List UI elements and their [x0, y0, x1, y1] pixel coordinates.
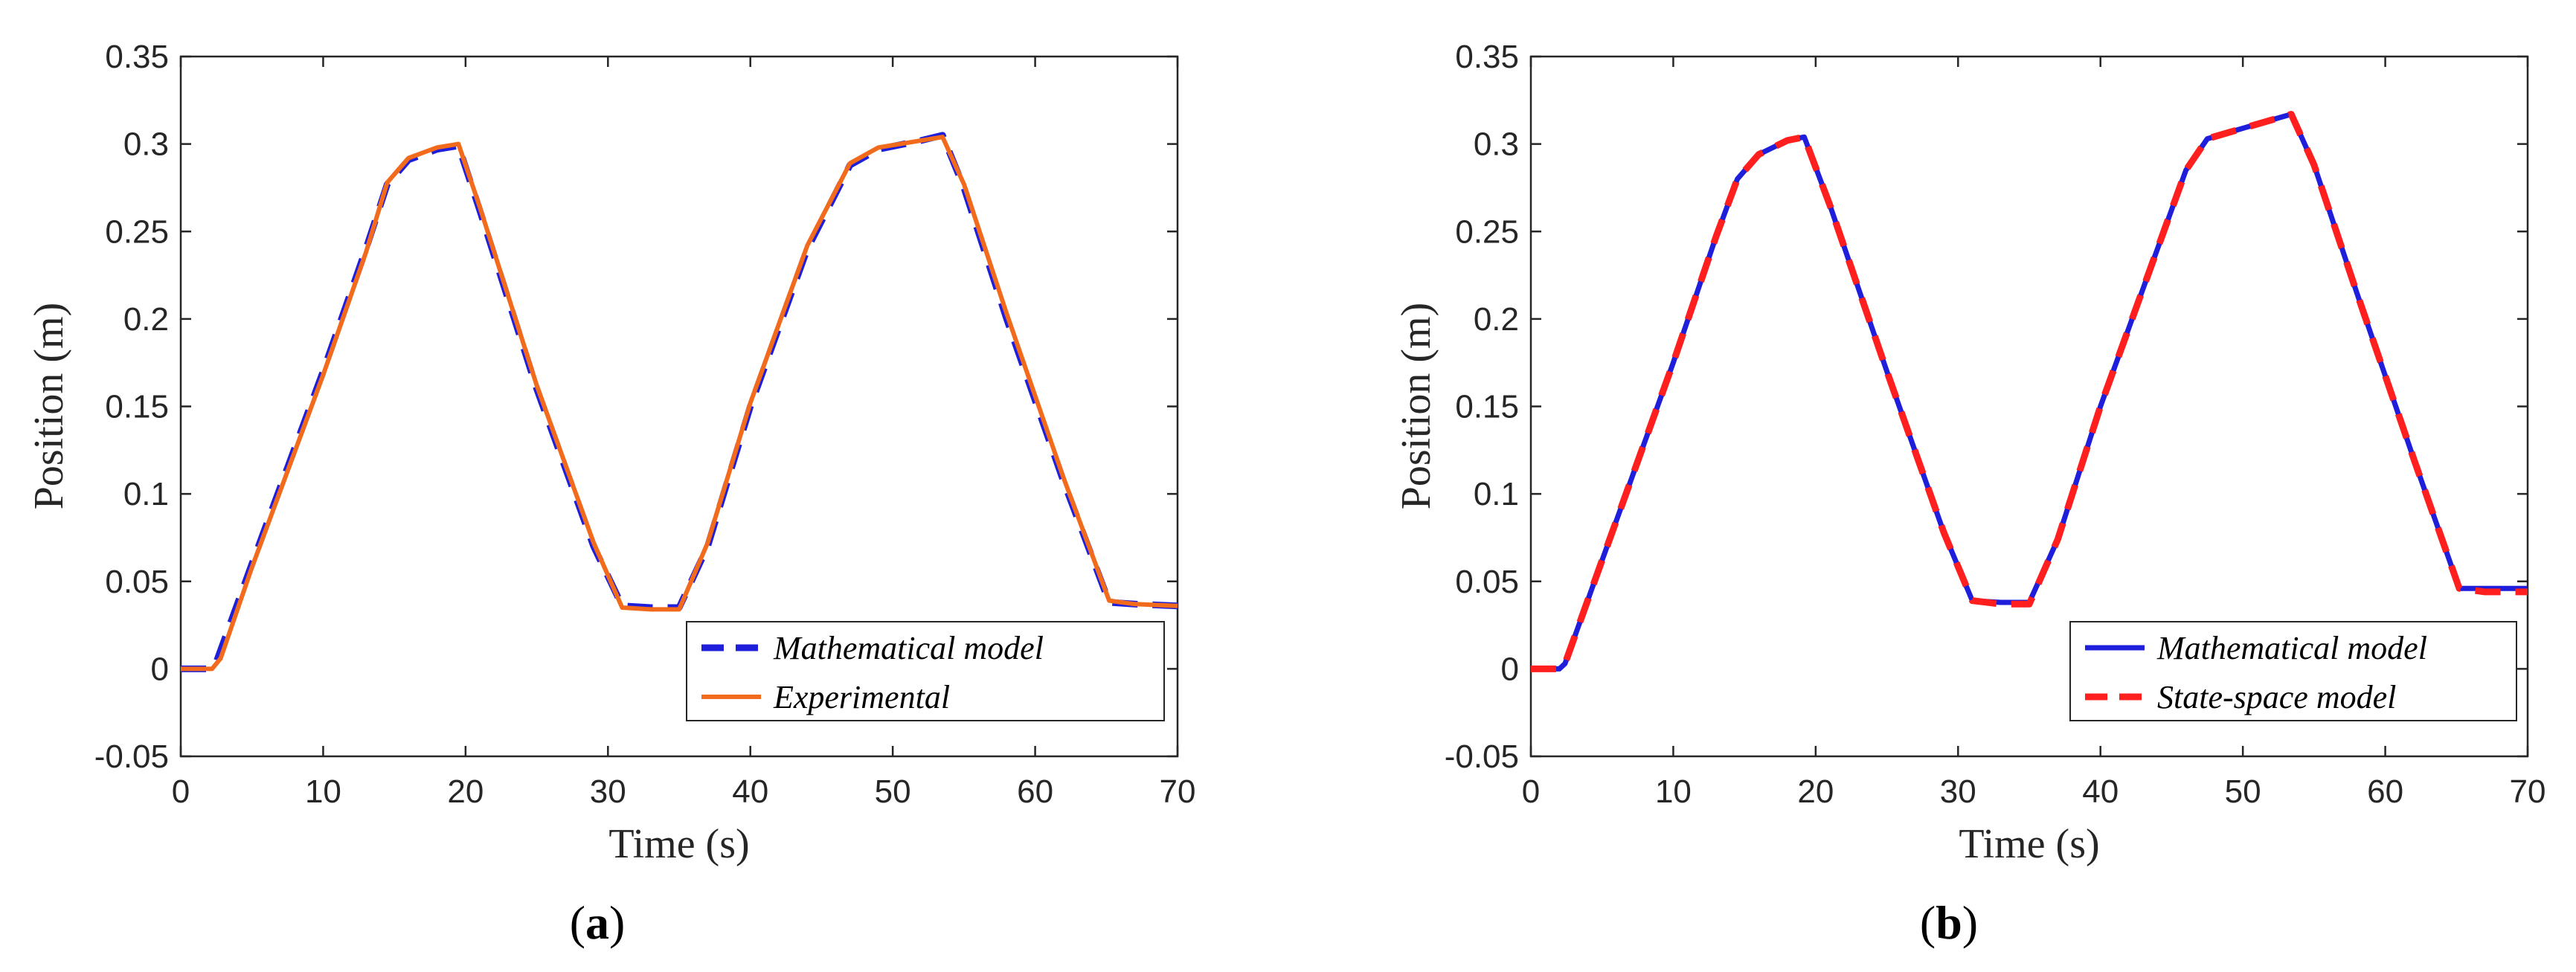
x-tick-label-a-5: 50 [875, 773, 911, 810]
x-tick-label-b-7: 70 [2510, 773, 2546, 810]
series-lines-a [181, 132, 1178, 672]
legend-box-b [2069, 621, 2517, 721]
x-tick-label-b-3: 30 [1940, 773, 1976, 810]
panel-label-a-close: ) [609, 896, 625, 949]
y-tick-label-b-2: 0.05 [1455, 564, 1519, 600]
panel-label-a: (a) [570, 896, 626, 949]
panel-label-b-close: ) [1962, 896, 1978, 949]
y-tick-label-b-3: 0.1 [1474, 476, 1519, 512]
x-tick-label-b-6: 60 [2367, 773, 2403, 810]
y-tick-label-b-7: 0.3 [1474, 126, 1519, 163]
legend-label-experimental-a: Experimental [773, 679, 950, 715]
y-tick-label-a-1: 0 [151, 651, 169, 687]
y-tick-labels-b: -0.05 0 0.05 0.1 0.15 0.2 0.25 0.3 0.35 [1445, 39, 1519, 775]
x-tick-labels-a: 0 10 20 30 40 50 60 70 [172, 773, 1196, 810]
x-tick-label-b-1: 10 [1655, 773, 1692, 810]
y-tick-label-b-5: 0.2 [1474, 301, 1519, 338]
panel-label-a-open: ( [570, 896, 585, 949]
y-tick-label-b-6: 0.25 [1455, 213, 1519, 250]
y-tick-label-a-4: 0.15 [105, 389, 169, 425]
y-tick-label-b-4: 0.15 [1455, 389, 1519, 425]
legend-a: Mathematical model Experimental [686, 621, 1165, 721]
y-tick-labels-a: -0.05 0 0.05 0.1 0.15 0.2 0.25 0.3 0.35 [94, 39, 169, 775]
chart-panel-a: 0 10 20 30 40 50 60 70 -0.0500.050.10.150.20.25… [26, 39, 1195, 949]
y-tick-label-a-8: 0.35 [105, 39, 169, 75]
legend-box-a [686, 621, 1165, 721]
legend-b: Mathematical model State-space model [2069, 621, 2517, 721]
y-axis-label-a: Position (m) [26, 303, 72, 509]
x-tick-label-a-7: 70 [1160, 773, 1196, 810]
series-line-a-experimental [181, 135, 1178, 672]
panel-label-b-open: ( [1920, 896, 1936, 949]
y-tick-label-a-5: 0.2 [123, 301, 169, 338]
y-tick-label-b-8: 0.35 [1455, 39, 1519, 75]
panel-label-b-letter: b [1936, 896, 1962, 949]
series-line-b-state-space-model [1531, 111, 2528, 672]
chart-panel-b: 0 10 20 30 40 50 60 70 -0.0500.050.10.150.20.25… [1393, 39, 2546, 949]
y-tick-label-a-3: 0.1 [123, 476, 169, 512]
x-tick-label-a-1: 10 [305, 773, 341, 810]
x-tick-label-b-0: 0 [1522, 773, 1540, 810]
x-axis-label-b: Time (s) [1959, 821, 2099, 867]
y-tick-label-a-6: 0.25 [105, 213, 169, 250]
x-tick-label-a-2: 20 [447, 773, 484, 810]
y-tick-label-b-0: -0.05 [1445, 738, 1519, 775]
panel-label-a-letter: a [585, 896, 609, 949]
y-tick-label-a-0: -0.05 [94, 738, 169, 775]
x-tick-label-a-0: 0 [172, 773, 190, 810]
y-tick-label-b-1: 0 [1501, 651, 1519, 687]
legend-label-state-space-model-b: State-space model [2157, 679, 2396, 715]
tick-marks-b [1529, 55, 2529, 758]
x-tick-label-a-3: 30 [590, 773, 626, 810]
x-tick-label-a-6: 60 [1017, 773, 1053, 810]
series-lines-b [1531, 111, 2528, 672]
y-tick-label-a-2: 0.05 [105, 564, 169, 600]
legend-label-mathematical-model-b: Mathematical model [2156, 630, 2427, 666]
x-axis-label-a: Time (s) [608, 821, 749, 867]
legend-label-mathematical-model-a: Mathematical model [773, 630, 1044, 666]
x-tick-label-b-2: 20 [1797, 773, 1834, 810]
x-tick-labels-b: 0 10 20 30 40 50 60 70 [1522, 773, 2546, 810]
x-tick-label-b-5: 50 [2225, 773, 2261, 810]
x-tick-label-b-4: 40 [2082, 773, 2119, 810]
x-tick-label-a-4: 40 [732, 773, 768, 810]
y-tick-label-a-7: 0.3 [123, 126, 169, 163]
y-axis-label-b: Position (m) [1393, 303, 1439, 509]
panel-label-b: (b) [1920, 896, 1978, 949]
